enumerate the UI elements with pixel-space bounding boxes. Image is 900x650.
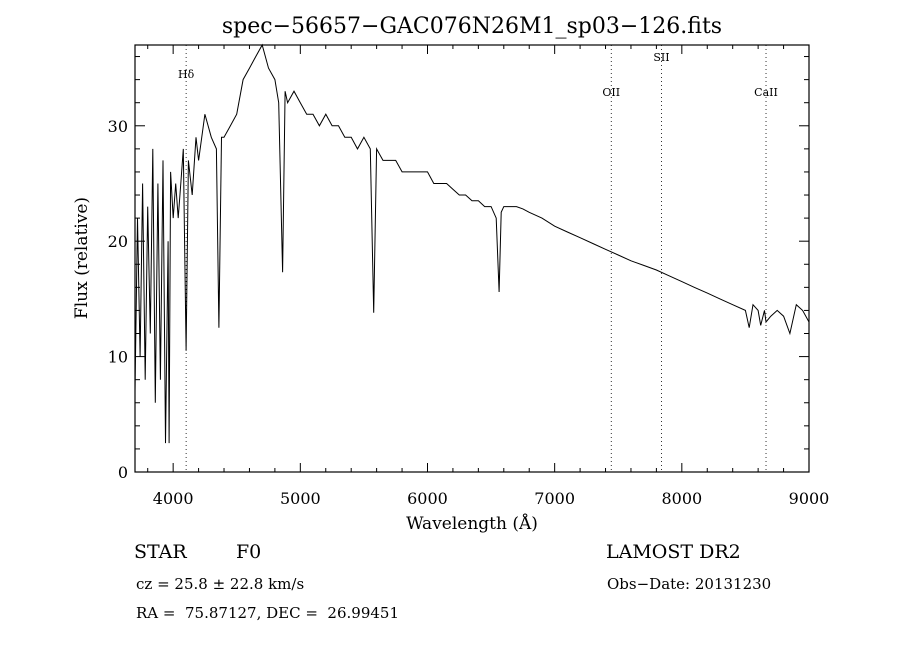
survey-name: LAMOST DR2: [606, 541, 741, 563]
line-marker-label: SII: [653, 51, 669, 64]
line-marker-label: Hδ: [178, 68, 195, 81]
chart-title: spec−56657−GAC076N26M1_sp03−126.fits: [222, 14, 722, 39]
x-tick-label: 8000: [661, 489, 702, 508]
y-tick-label: 30: [108, 117, 128, 136]
axis-ticks: 4000 5000 6000 7000 8000 9000 0 10 20 30: [108, 45, 830, 508]
x-tick-label: 6000: [407, 489, 448, 508]
plot-border: [134, 44, 810, 473]
spectrum-line: [134, 43, 810, 444]
obs-date: Obs−Date: 20131230: [607, 575, 772, 593]
y-tick-label: 10: [108, 348, 128, 367]
object-subclass: F0: [236, 541, 262, 563]
line-marker-label: OII: [602, 86, 620, 99]
y-axis-label: Flux (relative): [72, 197, 92, 319]
spectrum-series: [134, 43, 810, 444]
y-tick-label: 20: [108, 232, 128, 251]
line-marker-label: CaII: [754, 86, 778, 99]
object-class: STAR: [134, 541, 187, 563]
y-tick-label: 0: [118, 463, 128, 482]
x-tick-label: 4000: [153, 489, 194, 508]
coordinates: RA = 75.87127, DEC = 26.99451: [136, 604, 400, 622]
x-tick-label: 7000: [534, 489, 575, 508]
plot-area: [134, 44, 810, 473]
x-tick-label: 5000: [280, 489, 321, 508]
x-tick-label: 9000: [789, 489, 830, 508]
x-axis-label: Wavelength (Å): [406, 513, 538, 534]
redshift-cz: cz = 25.8 ± 22.8 km/s: [136, 575, 305, 593]
line-markers: Hδ OII SII CaII: [178, 45, 778, 472]
